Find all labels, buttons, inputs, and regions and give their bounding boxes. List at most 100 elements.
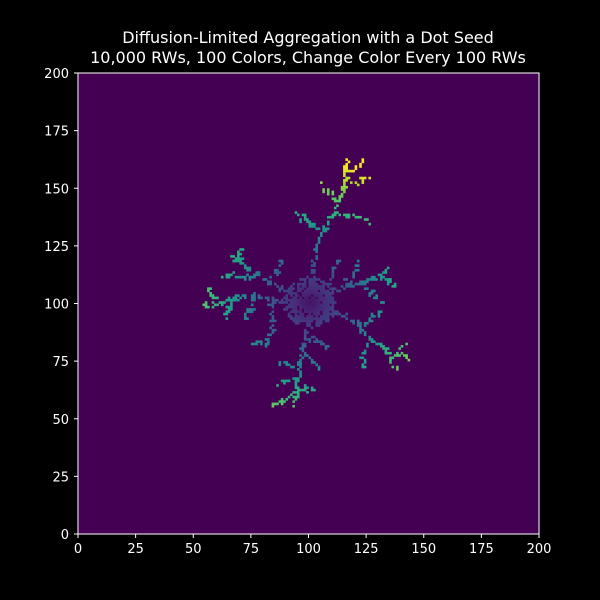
aggregate-cell [243, 264, 247, 267]
aggregate-cell [326, 215, 330, 219]
aggregate-cell [308, 294, 312, 297]
aggregate-cell [324, 291, 328, 295]
aggregate-cell [336, 211, 339, 214]
aggregate-cell [379, 273, 383, 277]
aggregate-cell [352, 285, 355, 288]
aggregate-cell [232, 271, 236, 274]
aggregate-cell [313, 278, 316, 281]
aggregate-cell [322, 312, 325, 316]
aggregate-cell [322, 190, 325, 194]
aggregate-cell [359, 176, 362, 180]
aggregate-cell [326, 192, 330, 196]
aggregate-cell [234, 275, 238, 279]
aggregate-cell [359, 162, 362, 166]
aggregate-cell [345, 185, 348, 189]
aggregate-cell [308, 225, 312, 228]
aggregate-cell [368, 294, 372, 297]
aggregate-cell [354, 282, 358, 286]
aggregate-cell [290, 287, 293, 290]
aggregate-cell [389, 280, 392, 284]
aggregate-cell [375, 294, 378, 297]
aggregate-cell [292, 291, 295, 295]
aggregate-cell [317, 303, 321, 307]
aggregate-cell [361, 351, 365, 355]
aggregate-cell [315, 340, 319, 343]
aggregate-cell [273, 319, 277, 323]
aggregate-cell [301, 317, 305, 320]
aggregate-cell [306, 296, 309, 300]
aggregate-cell [326, 289, 330, 293]
aggregate-cell [317, 340, 321, 343]
aggregate-cell [267, 298, 270, 302]
aggregate-cell [326, 188, 330, 191]
aggregate-cell [230, 255, 233, 258]
aggregate-cell [338, 195, 342, 198]
aggregate-cell [285, 289, 289, 293]
aggregate-cell [356, 268, 360, 272]
aggregate-cell [310, 282, 314, 286]
aggregate-cell [329, 312, 332, 316]
aggregate-cell [377, 342, 381, 346]
aggregate-cell [315, 278, 319, 281]
aggregate-cell [239, 259, 242, 263]
aggregate-cell [230, 305, 233, 309]
aggregate-cell [306, 317, 309, 320]
aggregate-cell [354, 181, 358, 184]
aggregate-cell [250, 296, 254, 300]
aggregate-cell [230, 303, 233, 307]
aggregate-cell [290, 305, 293, 309]
aggregate-cell [267, 338, 270, 341]
aggregate-cell [237, 259, 240, 263]
aggregate-cell [313, 317, 316, 320]
aggregate-cell [324, 296, 328, 300]
aggregate-cell [382, 275, 385, 279]
aggregate-cell [363, 358, 367, 362]
aggregate-cell [301, 282, 305, 286]
aggregate-cell [331, 296, 335, 300]
aggregate-cell [368, 338, 372, 341]
aggregate-cell [290, 310, 293, 314]
aggregate-cell [384, 271, 388, 274]
aggregate-cell [377, 273, 381, 277]
aggregate-cell [292, 395, 295, 399]
aggregate-cell [331, 312, 335, 316]
aggregate-cell [382, 271, 385, 274]
aggregate-cell [333, 310, 337, 314]
aggregate-cell [308, 308, 312, 311]
aggregate-cell [405, 356, 408, 360]
aggregate-cell [303, 351, 307, 355]
aggregate-cell [223, 312, 226, 316]
aggregate-cell [211, 301, 215, 304]
aggregate-cell [292, 301, 295, 304]
aggregate-cell [209, 287, 212, 290]
aggregate-cell [315, 243, 319, 247]
aggregate-cell [338, 289, 342, 293]
aggregate-cell [315, 245, 319, 249]
aggregate-cell [313, 301, 316, 304]
aggregate-cell [359, 331, 362, 334]
aggregate-cell [296, 285, 300, 288]
aggregate-cell [363, 331, 367, 334]
aggregate-cell [301, 319, 305, 323]
aggregate-cell [363, 365, 367, 369]
aggregate-cell [290, 289, 293, 293]
aggregate-cell [283, 289, 286, 293]
aggregate-cell [359, 282, 362, 286]
aggregate-cell [262, 278, 266, 281]
aggregate-cell [315, 289, 319, 293]
aggregate-cell [310, 287, 314, 290]
aggregate-cell [202, 303, 206, 307]
aggregate-cell [250, 298, 254, 302]
aggregate-cell [310, 386, 314, 390]
aggregate-cell [299, 315, 302, 318]
aggregate-cell [389, 361, 392, 364]
aggregate-cell [313, 340, 316, 343]
aggregate-cell [301, 347, 305, 350]
aggregate-cell [303, 328, 307, 332]
aggregate-cell [322, 317, 325, 320]
aggregate-cell [377, 315, 381, 318]
aggregate-cell [379, 278, 383, 281]
aggregate-cell [333, 312, 337, 316]
y-tick-label: 50 [52, 413, 69, 428]
aggregate-cell [396, 365, 399, 369]
